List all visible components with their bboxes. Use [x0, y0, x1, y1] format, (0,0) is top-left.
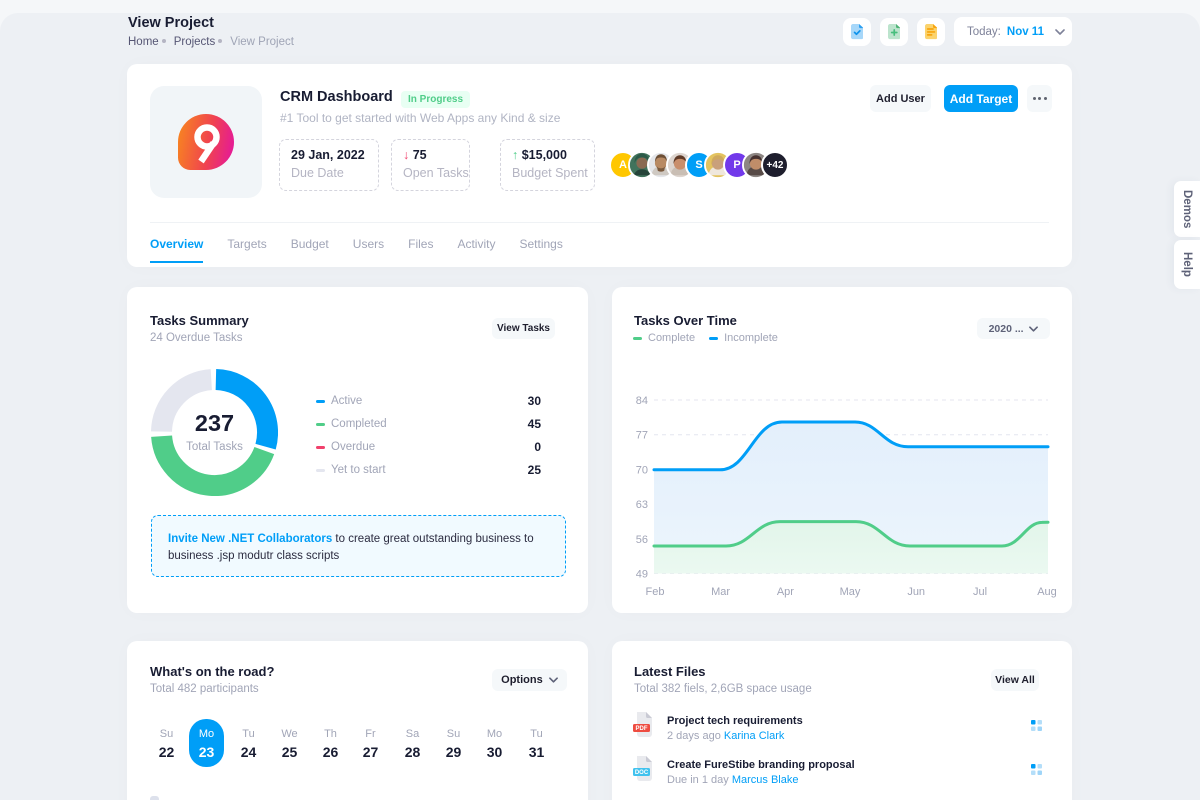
svg-text:63: 63	[636, 499, 648, 511]
svg-text:Jun: Jun	[907, 586, 925, 598]
svg-text:70: 70	[636, 464, 648, 476]
svg-text:DOC: DOC	[635, 770, 649, 776]
svg-text:Mar: Mar	[711, 586, 730, 598]
svg-text:PDF: PDF	[636, 726, 648, 732]
svg-text:Aug: Aug	[1037, 586, 1057, 598]
svg-text:May: May	[840, 586, 861, 598]
svg-text:84: 84	[636, 395, 648, 407]
svg-text:56: 56	[636, 534, 648, 546]
svg-text:Feb: Feb	[646, 586, 665, 598]
svg-text:77: 77	[636, 430, 648, 442]
svg-text:49: 49	[636, 569, 648, 581]
svg-text:Jul: Jul	[973, 586, 987, 598]
svg-text:Apr: Apr	[777, 586, 794, 598]
